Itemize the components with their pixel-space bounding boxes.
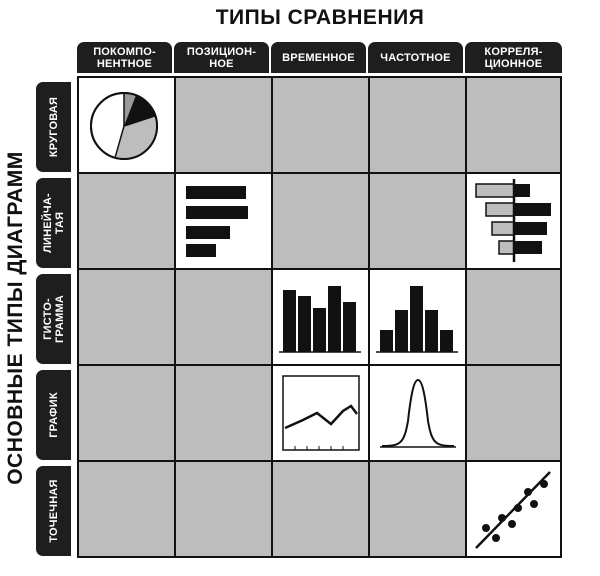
- cell-bar-time-series: [273, 174, 368, 268]
- col-header-frequency: ЧАСТОТНОЕ: [368, 42, 463, 73]
- row-header-bar: ЛИНЕЙЧА- ТАЯ: [36, 178, 71, 268]
- column-chart-icon: [279, 286, 361, 353]
- horizontal-bar-icon: [186, 186, 248, 257]
- cell-histogram-frequency: [370, 270, 465, 364]
- cell-scatter-item: [176, 462, 271, 556]
- row-header-histogram: ГИСТО- ГРАММА: [36, 274, 71, 364]
- cell-bar-component: [79, 174, 174, 268]
- cell-histogram-component: [79, 270, 174, 364]
- cell-histogram-correlation: [467, 270, 560, 364]
- histogram-icon: [376, 286, 458, 353]
- col-header-time-series: ВРЕМЕННОЕ: [271, 42, 366, 73]
- chart-matrix: [77, 76, 562, 558]
- chart-types-title: ОСНОВНЫЕ ТИПЫ ДИАГРАММ: [4, 151, 27, 485]
- row-header-scatter: ТОЧЕЧНАЯ: [36, 466, 71, 556]
- bell-curve-icon: [380, 378, 456, 448]
- cell-pie-correlation: [467, 78, 560, 172]
- cell-line-item: [176, 366, 271, 460]
- cell-bar-frequency: [370, 174, 465, 268]
- col-header-item: ПОЗИЦИОН- НОЕ: [174, 42, 269, 73]
- paired-bar-icon: [475, 179, 551, 262]
- cell-pie-frequency: [370, 78, 465, 172]
- cell-pie-time-series: [273, 78, 368, 172]
- cell-histogram-time-series: [273, 270, 368, 364]
- cell-bar-item: [176, 174, 271, 268]
- cell-line-component: [79, 366, 174, 460]
- row-header-pie: КРУГОВАЯ: [36, 82, 71, 172]
- cell-scatter-frequency: [370, 462, 465, 556]
- cell-scatter-time-series: [273, 462, 368, 556]
- cell-scatter-correlation: [467, 462, 560, 556]
- line-graph-icon: [282, 375, 360, 451]
- cell-histogram-item: [176, 270, 271, 364]
- cell-bar-correlation: [467, 174, 560, 268]
- pie-chart-icon: [90, 92, 158, 160]
- col-header-correlation: КОРРЕЛЯ- ЦИОННОЕ: [465, 42, 562, 73]
- cell-line-correlation: [467, 366, 560, 460]
- cell-pie-component: [79, 78, 174, 172]
- col-header-component: ПОКОМПО- НЕНТНОЕ: [77, 42, 172, 73]
- cell-pie-item: [176, 78, 271, 172]
- row-header-line: ГРАФИК: [36, 370, 71, 460]
- cell-line-frequency: [370, 366, 465, 460]
- cell-scatter-component: [79, 462, 174, 556]
- scatter-plot-icon: [475, 471, 551, 549]
- comparison-types-title: ТИПЫ СРАВНЕНИЯ: [215, 6, 425, 29]
- cell-line-time-series: [273, 366, 368, 460]
